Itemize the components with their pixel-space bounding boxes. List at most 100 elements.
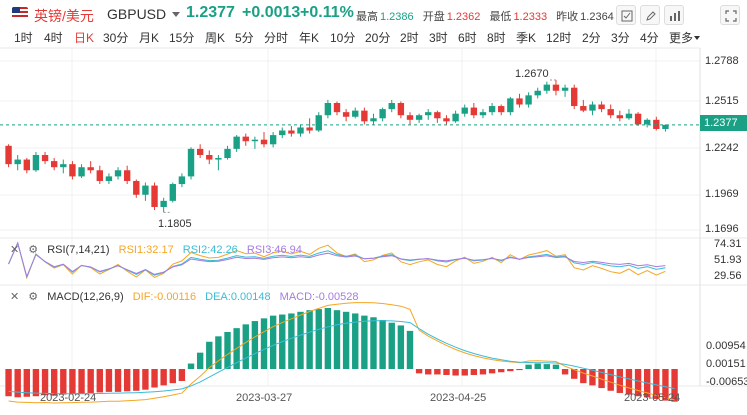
tab-2m[interactable]: 2分: [582, 31, 601, 45]
candle-body: [105, 176, 113, 181]
macd-bar: [251, 321, 259, 369]
candle-body: [324, 102, 332, 116]
macd-bar: [425, 369, 432, 375]
symbol-name[interactable]: 英镑/美元: [34, 8, 94, 24]
macd-bar: [625, 369, 633, 395]
candle-body: [251, 139, 259, 142]
tab-quarterly[interactable]: 季K: [516, 31, 537, 45]
candle-body: [215, 158, 222, 160]
tab-3h[interactable]: 3时: [429, 31, 448, 45]
settings-icon[interactable]: ⚙: [28, 244, 39, 256]
macd-bar: [370, 317, 377, 369]
symbol-code[interactable]: GBPUSD: [107, 6, 167, 22]
macd-bar: [123, 369, 131, 392]
tab-5m[interactable]: 5分: [235, 31, 254, 45]
macd-bar: [662, 369, 669, 401]
quote-header: 英镑/美元 GBPUSD 1.2377 +0.0013 +0.11% 最高 1.2…: [0, 0, 747, 28]
pencil-icon[interactable]: [640, 5, 660, 25]
candle-body: [123, 170, 131, 181]
macd-bar: [23, 369, 31, 397]
macd-bar: [516, 369, 523, 371]
macd-bar: [534, 363, 541, 369]
macd-bar: [507, 369, 514, 372]
macd-axis-label: -0.00653: [706, 376, 747, 388]
tab-1h[interactable]: 1时: [14, 31, 33, 45]
tab-20m[interactable]: 20分: [365, 31, 391, 45]
candle-body: [151, 185, 158, 207]
macd-bar: [41, 369, 49, 396]
candle-body: [498, 106, 505, 113]
low-value: 1.2333: [513, 11, 548, 23]
settings-icon[interactable]: ⚙: [28, 291, 39, 303]
macd-bar: [306, 310, 313, 369]
tab-30m[interactable]: 30分: [103, 31, 129, 45]
candle-body: [525, 95, 532, 105]
candle-body: [206, 154, 213, 160]
macd-bar: [479, 369, 487, 375]
candle-body: [461, 107, 468, 114]
tab-more[interactable]: 更多: [669, 31, 694, 45]
macd-dif-value: DIF:-0.00116: [132, 291, 197, 303]
tab-2h[interactable]: 2时: [400, 31, 419, 45]
collapse-icon[interactable]: ✕: [10, 291, 20, 303]
x-axis-label: 2023-02-24: [40, 392, 97, 404]
low-label: 最低: [489, 11, 512, 23]
open-value: 1.2362: [446, 11, 481, 23]
tab-3m[interactable]: 3分: [611, 31, 630, 45]
macd-bar: [69, 369, 76, 395]
tab-15m[interactable]: 15分: [169, 31, 195, 45]
collapse-icon[interactable]: ✕: [10, 244, 20, 256]
macd-bar: [196, 352, 204, 369]
open-label: 开盘: [422, 11, 445, 23]
tab-4m[interactable]: 4分: [640, 31, 659, 45]
candle-body: [561, 87, 569, 91]
macd-dea-value: DEA:0.00148: [205, 291, 271, 303]
macd-bar: [315, 309, 322, 369]
tab-intraday[interactable]: 分时: [264, 31, 289, 45]
macd-bar: [589, 369, 596, 386]
candle-body: [142, 185, 149, 195]
tab-monthly[interactable]: 月K: [139, 31, 160, 45]
macd-bar: [297, 311, 304, 369]
prev-close-value: 1.2364: [580, 11, 614, 23]
checkbox-icon[interactable]: [616, 5, 636, 25]
macd-bar: [571, 369, 578, 379]
price-axis-label: 1.1696: [705, 223, 739, 235]
more-caret-icon[interactable]: [694, 36, 700, 40]
candle-body: [41, 154, 49, 162]
tab-yearly[interactable]: 年K: [299, 31, 320, 45]
tab-12h[interactable]: 12时: [546, 31, 572, 45]
macd-header: ✕ ⚙ MACD(12,26,9) DIF:-0.00116 DEA:0.001…: [10, 290, 359, 303]
candle-body: [452, 113, 459, 122]
chart-settings-icon[interactable]: [664, 5, 684, 25]
candle-body: [488, 106, 496, 113]
tab-6h[interactable]: 6时: [458, 31, 477, 45]
rsi3-value: RSI3:46.94: [246, 244, 302, 256]
macd-bar: [224, 331, 231, 369]
tab-10m[interactable]: 10分: [330, 31, 356, 45]
macd-bar: [60, 369, 67, 395]
tab-daily[interactable]: 日K: [74, 31, 95, 45]
price-change-pct: +0.11%: [300, 4, 354, 21]
candle-body: [589, 104, 596, 111]
tab-4h[interactable]: 4时: [44, 31, 63, 45]
x-axis-label: 2023-05-24: [624, 392, 681, 404]
candle-body: [288, 130, 295, 134]
candle-body: [361, 110, 368, 122]
tab-8h[interactable]: 8时: [487, 31, 506, 45]
tab-weekly[interactable]: 周K: [205, 31, 226, 45]
macd-bar: [388, 322, 395, 369]
candle-body: [616, 115, 624, 119]
quote-stats: 最高 1.2386 开盘 1.2362 最低 1.2333 昨收 1.2364: [356, 8, 616, 24]
max-price-annotation: 1.2670: [515, 68, 549, 80]
fullscreen-icon[interactable]: [720, 5, 740, 25]
macd-bar: [187, 363, 195, 369]
rsi-header: ✕ ⚙ RSI(7,14,21) RSI1:32.17 RSI2:42.26 R…: [10, 243, 302, 256]
macd-bar: [397, 325, 405, 369]
rsi3-line: [8, 241, 666, 279]
symbol-dropdown-icon[interactable]: [172, 12, 180, 17]
macd-bar: [470, 369, 478, 375]
rsi1-line: [8, 241, 666, 280]
macd-bar: [87, 369, 94, 393]
